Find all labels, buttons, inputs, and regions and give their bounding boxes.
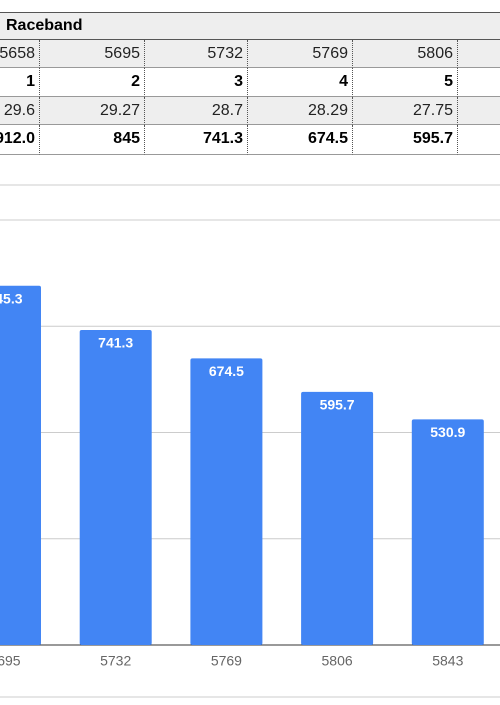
x-tick-label: 5695 — [0, 653, 21, 669]
table-cell — [458, 40, 500, 68]
table-cell — [458, 68, 500, 97]
table-cell: 5658 — [0, 40, 40, 68]
table-cell: 674.5 — [248, 125, 353, 155]
x-tick-label: 5732 — [100, 653, 131, 669]
table-cell: 3 — [145, 68, 248, 97]
data-label: 530.9 — [430, 424, 465, 440]
table-cell: 2 — [40, 68, 145, 97]
table-cell: 5 — [353, 68, 458, 97]
table-cell: 1 — [0, 68, 40, 97]
table-cell: 28.7 — [145, 97, 248, 125]
bar — [79, 329, 152, 645]
table-cell: 28.29 — [248, 97, 353, 125]
table-cell: 595.7 — [353, 125, 458, 155]
table-cell: 741.3 — [145, 125, 248, 155]
data-label: 674.5 — [209, 363, 244, 379]
table-title: Raceband — [0, 12, 500, 40]
table-cell: 845 — [40, 125, 145, 155]
x-tick-label: 5843 — [432, 653, 463, 669]
table-cell: 29.27 — [40, 97, 145, 125]
table-cell: 5695 — [40, 40, 145, 68]
table-cell: 4 — [248, 68, 353, 97]
table-cell: 29.6 — [0, 97, 40, 125]
data-label: 741.3 — [98, 335, 133, 351]
data-label: 845.3 — [0, 290, 23, 306]
x-tick-label: 5769 — [211, 653, 242, 669]
table-cell: 27.75 — [353, 97, 458, 125]
table-cell: 5769 — [248, 40, 353, 68]
x-tick-label: 5806 — [322, 653, 353, 669]
spreadsheet: Raceband 5658 5695 5732 5769 5806 1 2 3 4 5 29.6 29… — [0, 0, 500, 160]
bar — [301, 391, 374, 645]
bar — [190, 358, 263, 645]
bar — [0, 285, 41, 645]
data-label: 595.7 — [320, 397, 355, 413]
table-cell: 912.0 — [0, 125, 40, 155]
table-cell: 5806 — [353, 40, 458, 68]
table-cell: 5732 — [145, 40, 248, 68]
bar — [411, 419, 484, 645]
table-cell — [458, 97, 500, 125]
table-cell — [458, 125, 500, 155]
